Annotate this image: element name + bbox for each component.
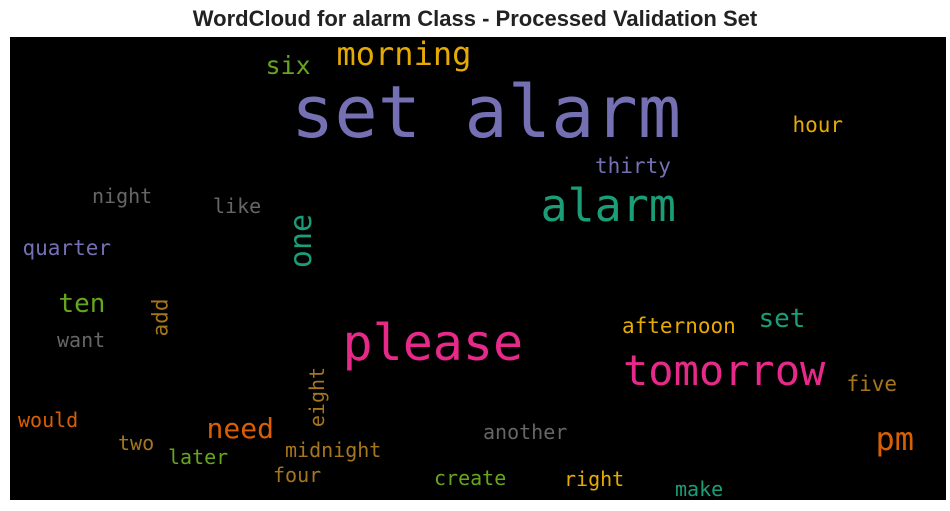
word-afternoon: afternoon xyxy=(622,313,736,338)
word-set-alarm: set alarm xyxy=(291,70,682,154)
word-five: five xyxy=(846,371,898,396)
word-six: six xyxy=(265,50,311,80)
wordcloud-canvas: set alarm please tomorrow alarm morning pm one… xyxy=(10,37,946,500)
word-morning: morning xyxy=(336,37,472,73)
word-pm: pm xyxy=(875,420,915,458)
word-create: create xyxy=(434,466,507,490)
word-tomorrow: tomorrow xyxy=(623,346,826,395)
word-ten: ten xyxy=(58,289,106,319)
word-later: later xyxy=(168,445,229,469)
word-make: make xyxy=(675,477,724,500)
word-another: another xyxy=(483,420,568,444)
word-two: two xyxy=(118,431,155,455)
word-one: one xyxy=(284,213,320,269)
word-alarm: alarm xyxy=(540,178,676,232)
word-night: night xyxy=(92,184,153,208)
word-four: four xyxy=(273,463,322,487)
chart-title: WordCloud for alarm Class - Processed Va… xyxy=(192,6,758,31)
word-like: like xyxy=(213,194,262,218)
word-need: need xyxy=(206,412,274,445)
word-add: add xyxy=(148,298,173,336)
word-hour: hour xyxy=(792,112,844,137)
word-thirty: thirty xyxy=(595,153,671,178)
word-would: would xyxy=(18,408,79,432)
word-want: want xyxy=(57,328,106,352)
word-eight: eight xyxy=(305,366,330,428)
word-midnight: midnight xyxy=(285,438,382,462)
word-set: set xyxy=(758,304,806,334)
word-please: please xyxy=(342,314,524,372)
word-quarter: quarter xyxy=(22,235,112,260)
word-right: right xyxy=(564,467,625,491)
